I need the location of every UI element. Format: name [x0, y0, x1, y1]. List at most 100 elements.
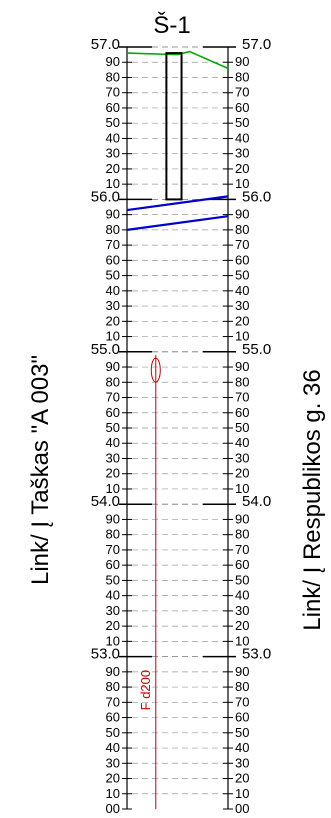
minor-label-right: 50: [235, 725, 249, 740]
minor-label-right: 80: [235, 374, 249, 389]
minor-label-right: 30: [235, 450, 249, 465]
minor-label-left: 40: [106, 588, 120, 603]
major-label-right: 55.0: [242, 341, 271, 358]
minor-label-right: 30: [235, 298, 249, 313]
minor-label-left: 80: [106, 679, 120, 694]
minor-label-right: 20: [235, 161, 249, 176]
minor-label-right: 80: [235, 527, 249, 542]
minor-label-left: 10: [106, 329, 120, 344]
minor-label-right: 50: [235, 115, 249, 130]
minor-label-right: 40: [235, 588, 249, 603]
minor-label-right: 20: [235, 618, 249, 633]
minor-label-right: 10: [235, 481, 249, 496]
minor-label-left: 90: [106, 54, 120, 69]
minor-label-left: 90: [106, 359, 120, 374]
minor-label-left: 40: [106, 283, 120, 298]
minor-label-right: 80: [235, 679, 249, 694]
pipe-profile-ellipse: [150, 357, 161, 383]
minor-label-right: 60: [235, 252, 249, 267]
major-label-left: 57.0: [91, 36, 120, 53]
minor-label-left: 90: [106, 664, 120, 679]
minor-label-right: 30: [235, 755, 249, 770]
pipe-line: [126, 215, 229, 231]
major-label-right: 57.0: [242, 36, 271, 53]
minor-label-right: 30: [235, 603, 249, 618]
minor-label-right: 40: [235, 740, 249, 755]
major-label-right: 56.0: [242, 188, 271, 205]
bottom-label-right: 00: [235, 801, 249, 816]
minor-label-left: 50: [106, 115, 120, 130]
minor-label-right: 70: [235, 694, 249, 709]
minor-label-right: 90: [235, 664, 249, 679]
minor-label-right: 40: [235, 130, 249, 145]
minor-label-right: 90: [235, 207, 249, 222]
minor-label-right: 40: [235, 435, 249, 450]
minor-label-right: 20: [235, 313, 249, 328]
minor-label-left: 60: [106, 252, 120, 267]
minor-label-right: 60: [235, 100, 249, 115]
minor-label-right: 50: [235, 420, 249, 435]
minor-label-left: 60: [106, 557, 120, 572]
manhole-rect: [165, 52, 183, 201]
minor-label-left: 20: [106, 161, 120, 176]
minor-label-left: 20: [106, 466, 120, 481]
minor-label-left: 30: [106, 146, 120, 161]
minor-label-right: 60: [235, 557, 249, 572]
minor-label-right: 40: [235, 283, 249, 298]
minor-label-left: 50: [106, 725, 120, 740]
minor-label-left: 20: [106, 618, 120, 633]
major-label-right: 54.0: [242, 493, 271, 510]
minor-label-left: 20: [106, 771, 120, 786]
major-label-left: 53.0: [91, 646, 120, 663]
minor-label-right: 10: [235, 633, 249, 648]
minor-label-left: 60: [106, 100, 120, 115]
minor-label-left: 80: [106, 222, 120, 237]
minor-label-right: 70: [235, 85, 249, 100]
minor-label-right: 80: [235, 69, 249, 84]
minor-label-right: 70: [235, 542, 249, 557]
major-label-left: 56.0: [91, 188, 120, 205]
minor-label-right: 90: [235, 511, 249, 526]
minor-label-left: 10: [106, 786, 120, 801]
minor-label-left: 30: [106, 450, 120, 465]
pipe-label: F d200: [138, 670, 153, 710]
minor-label-right: 90: [235, 359, 249, 374]
minor-label-right: 60: [235, 710, 249, 725]
minor-label-right: 50: [235, 268, 249, 283]
minor-label-left: 70: [106, 390, 120, 405]
minor-label-left: 10: [106, 481, 120, 496]
minor-label-left: 10: [106, 176, 120, 191]
major-label-left: 55.0: [91, 341, 120, 358]
minor-label-right: 20: [235, 466, 249, 481]
minor-label-left: 90: [106, 511, 120, 526]
minor-label-right: 80: [235, 222, 249, 237]
minor-label-left: 10: [106, 633, 120, 648]
major-label-right: 53.0: [242, 646, 271, 663]
profile-content: [126, 50, 229, 809]
well-title: Š-1: [153, 11, 190, 39]
minor-label-right: 70: [235, 390, 249, 405]
minor-label-left: 90: [106, 207, 120, 222]
minor-label-left: 30: [106, 603, 120, 618]
minor-label-right: 10: [235, 176, 249, 191]
minor-label-right: 30: [235, 146, 249, 161]
minor-label-left: 70: [106, 85, 120, 100]
minor-label-left: 30: [106, 298, 120, 313]
minor-label-left: 40: [106, 435, 120, 450]
major-label-left: 54.0: [91, 493, 120, 510]
minor-label-left: 70: [106, 542, 120, 557]
minor-label-left: 70: [106, 237, 120, 252]
minor-label-right: 90: [235, 54, 249, 69]
ground-line: [126, 50, 229, 70]
minor-label-left: 80: [106, 69, 120, 84]
minor-label-left: 40: [106, 130, 120, 145]
minor-label-left: 30: [106, 755, 120, 770]
minor-label-right: 60: [235, 405, 249, 420]
minor-label-right: 70: [235, 237, 249, 252]
minor-label-left: 70: [106, 694, 120, 709]
minor-label-left: 50: [106, 420, 120, 435]
minor-label-left: 20: [106, 313, 120, 328]
minor-label-left: 40: [106, 740, 120, 755]
